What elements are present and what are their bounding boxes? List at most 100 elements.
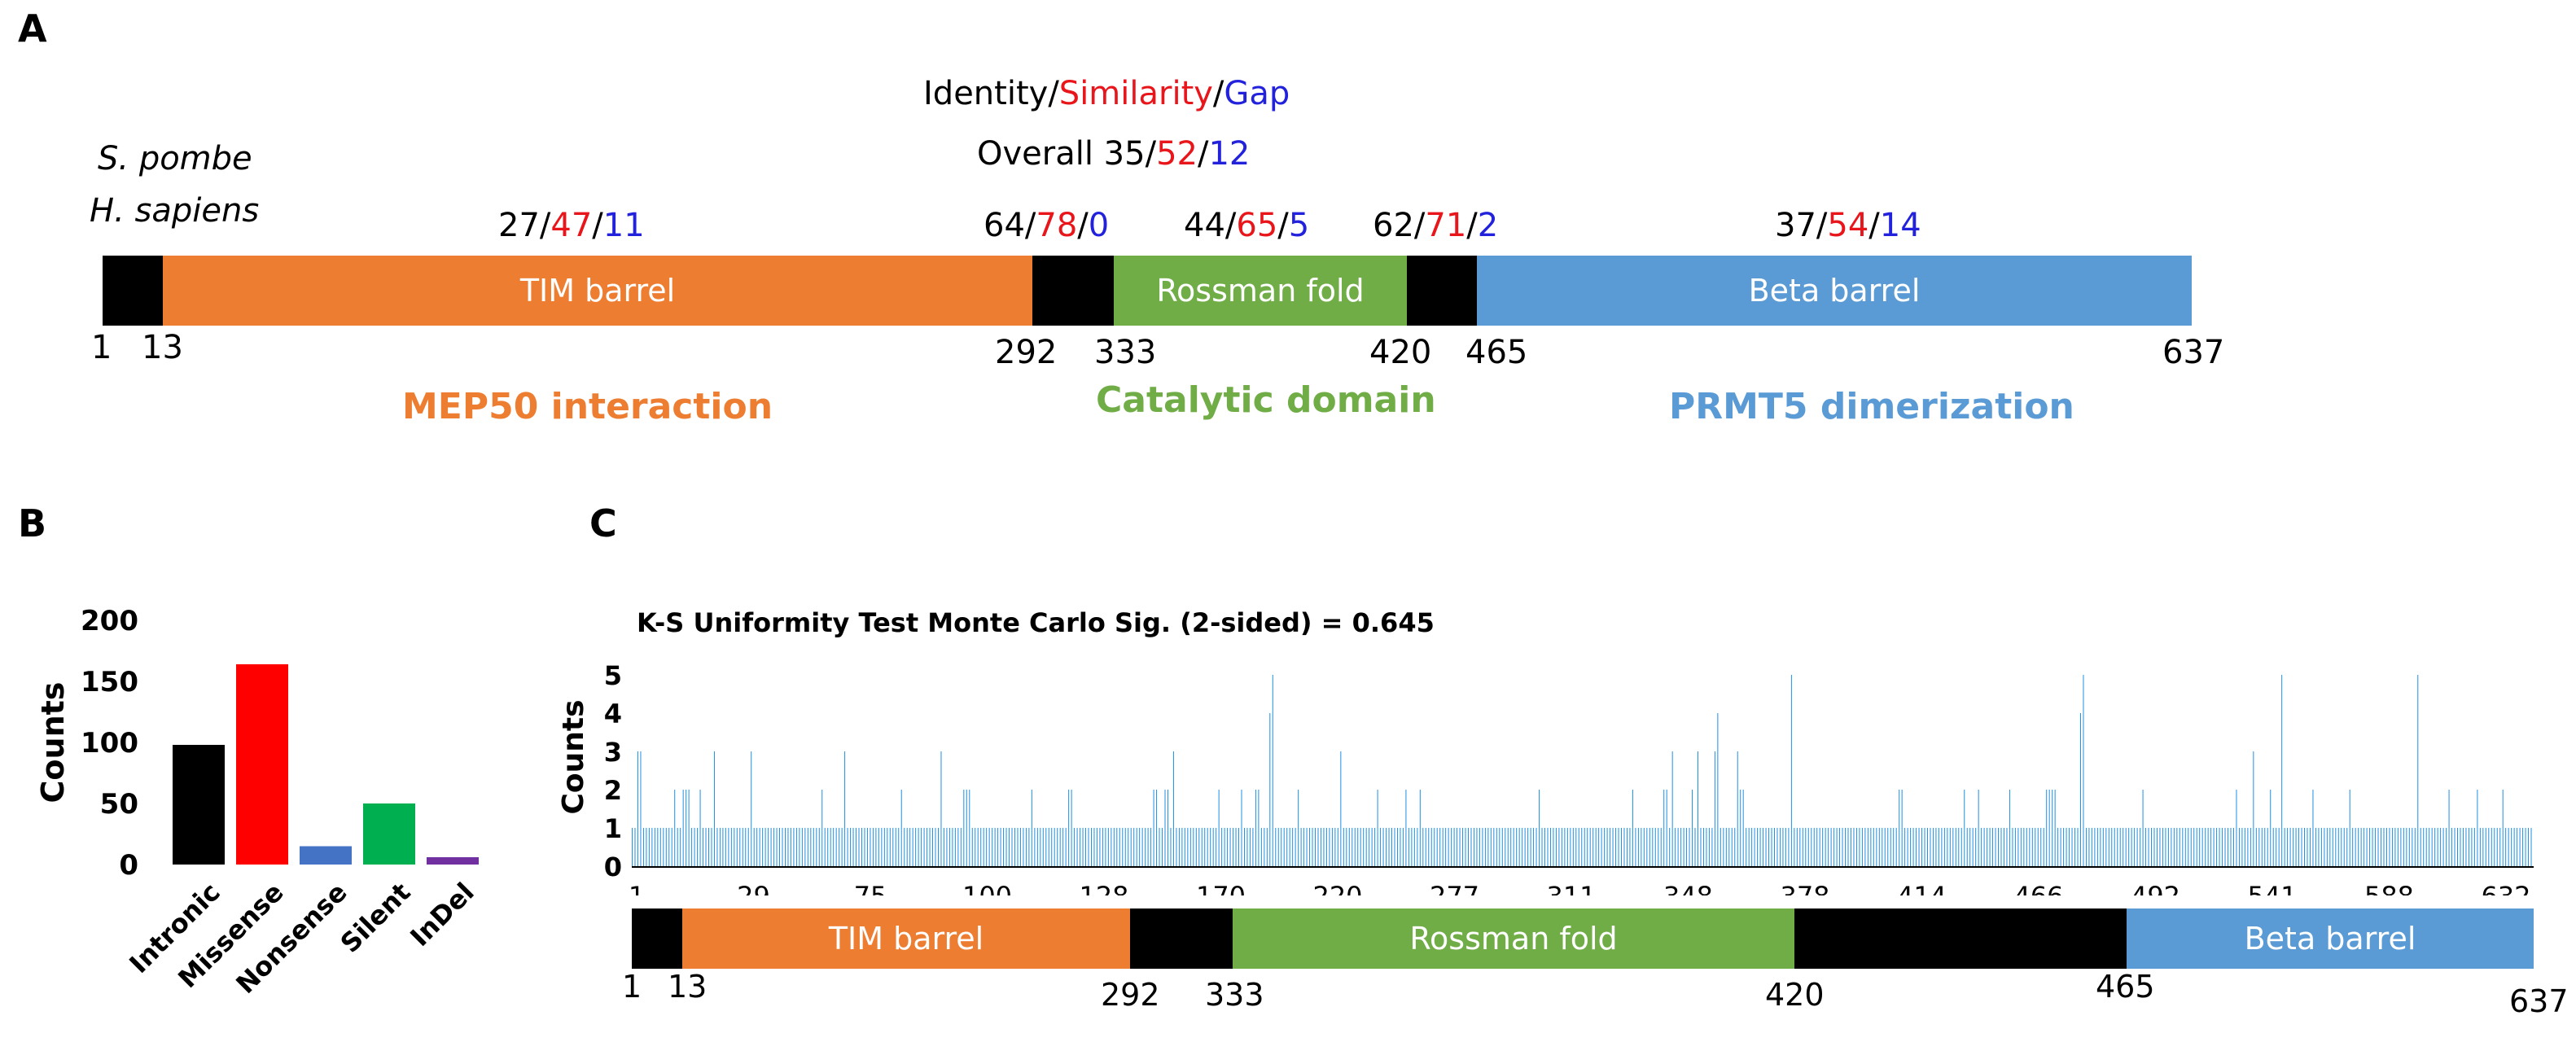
position-a-292: 292 (995, 334, 1058, 371)
histogram-bar (2519, 828, 2521, 866)
histogram-bar (844, 751, 846, 866)
histogram-bar (1606, 828, 1608, 866)
histogram-bar (1581, 828, 1583, 866)
histogram-bar (1541, 828, 1543, 866)
histogram-bar (861, 828, 862, 866)
histogram-bar (821, 790, 823, 866)
histogram-bar (1912, 828, 1914, 866)
histogram-bar (784, 828, 786, 866)
histogram-bar (1757, 828, 1759, 866)
histogram-bar (1487, 828, 1489, 866)
histogram-bar (2213, 828, 2215, 866)
histogram-bar (1776, 828, 1778, 866)
histogram-bar (1785, 828, 1786, 866)
histogram-bar (1649, 828, 1650, 866)
panel-a-label: A (18, 7, 47, 50)
histogram-bar (2096, 828, 2098, 866)
histogram-bar (971, 828, 973, 866)
histogram-bar (1113, 828, 1115, 866)
histogram-bar (694, 828, 695, 866)
histogram-bar (2414, 828, 2416, 866)
bar-nonsense (300, 846, 352, 865)
histogram-bar (1669, 828, 1671, 866)
histogram-bar (1935, 828, 1937, 866)
histogram-bar (2289, 828, 2291, 866)
histogram-bar (1243, 828, 1245, 866)
histogram-bar (1071, 790, 1072, 866)
histogram-bar (795, 828, 797, 866)
histogram-bar (1187, 828, 1189, 866)
histogram-bar (2343, 828, 2345, 866)
histogram-bar (1768, 828, 1770, 866)
histogram-bar (1516, 828, 1518, 866)
histogram-bar (810, 828, 812, 866)
x-tick-label: 29 (737, 881, 770, 895)
histogram-bar (937, 828, 939, 866)
histogram-bar (2423, 828, 2425, 866)
histogram-bar (1941, 828, 1943, 866)
histogram-bar (1501, 828, 1503, 866)
histogram-bar (2134, 828, 2136, 866)
histogram-bar (1405, 790, 1407, 866)
histogram-bar (680, 828, 681, 866)
histogram-bar (2222, 828, 2223, 866)
histogram-bar (906, 828, 908, 866)
histogram-bar (1295, 828, 1296, 866)
overall-label: Overall (977, 135, 1093, 173)
histogram-bar (1011, 828, 1013, 866)
histogram-bar (881, 828, 883, 866)
y-tick-label: 50 (100, 788, 138, 821)
histogram-bar (2119, 828, 2121, 866)
histogram-bar (705, 828, 707, 866)
histogram-bar (1853, 828, 1855, 866)
histogram-bar (1833, 828, 1835, 866)
histogram-bar (2281, 675, 2283, 866)
histogram-bar (1842, 828, 1843, 866)
position-c-333: 333 (1205, 977, 1264, 1013)
histogram-bar (2499, 828, 2501, 866)
histogram-bar (1654, 828, 1656, 866)
histogram-bar (1130, 828, 1132, 866)
histogram-bar (1402, 828, 1404, 866)
histogram-bar (776, 828, 778, 866)
histogram-bar (2329, 828, 2331, 866)
histogram-bar (1884, 828, 1886, 866)
histogram-bar (2318, 828, 2320, 866)
histogram-bar (1692, 790, 1693, 866)
histogram-bar (1916, 828, 1917, 866)
histogram-bar (1964, 790, 1965, 866)
histogram-bar (2366, 828, 2368, 866)
histogram-bar (963, 790, 965, 866)
histogram-bar (1054, 828, 1055, 866)
histogram-bar (1210, 828, 1211, 866)
histogram-bar (1725, 828, 1727, 866)
bar-indel (427, 857, 479, 865)
histogram-bar (764, 828, 766, 866)
histogram-bar (2020, 828, 2022, 866)
histogram-bar (801, 828, 803, 866)
histogram-bar (1252, 828, 1254, 866)
domain-stat-3: 44/65/5 (1184, 207, 1310, 244)
histogram-bar (2000, 828, 2002, 866)
domain-stat-1: 27/47/11 (498, 207, 645, 244)
histogram-bar (1019, 828, 1021, 866)
histogram-bar (2250, 828, 2251, 866)
histogram-bar (1830, 828, 1832, 866)
histogram-bar (1346, 828, 1347, 866)
histogram-bar (1107, 828, 1109, 866)
histogram-bar (1312, 828, 1313, 866)
histogram-bar (711, 828, 712, 866)
histogram-bar (2270, 790, 2272, 866)
histogram-bar (2473, 828, 2475, 866)
histogram-bar (708, 828, 709, 866)
histogram-bar (2304, 828, 2306, 866)
histogram-bar (957, 828, 959, 866)
mutation-position-histogram: K-S Uniformity Test Monte Carlo Sig. (2-… (557, 607, 2534, 895)
histogram-bar (1799, 828, 1801, 866)
histogram-bar (1141, 828, 1143, 866)
histogram-bar (2335, 828, 2337, 866)
histogram-bar (1992, 828, 1994, 866)
y-tick-label: 0 (604, 852, 622, 882)
histogram-bar (1051, 828, 1053, 866)
histogram-bar (918, 828, 919, 866)
